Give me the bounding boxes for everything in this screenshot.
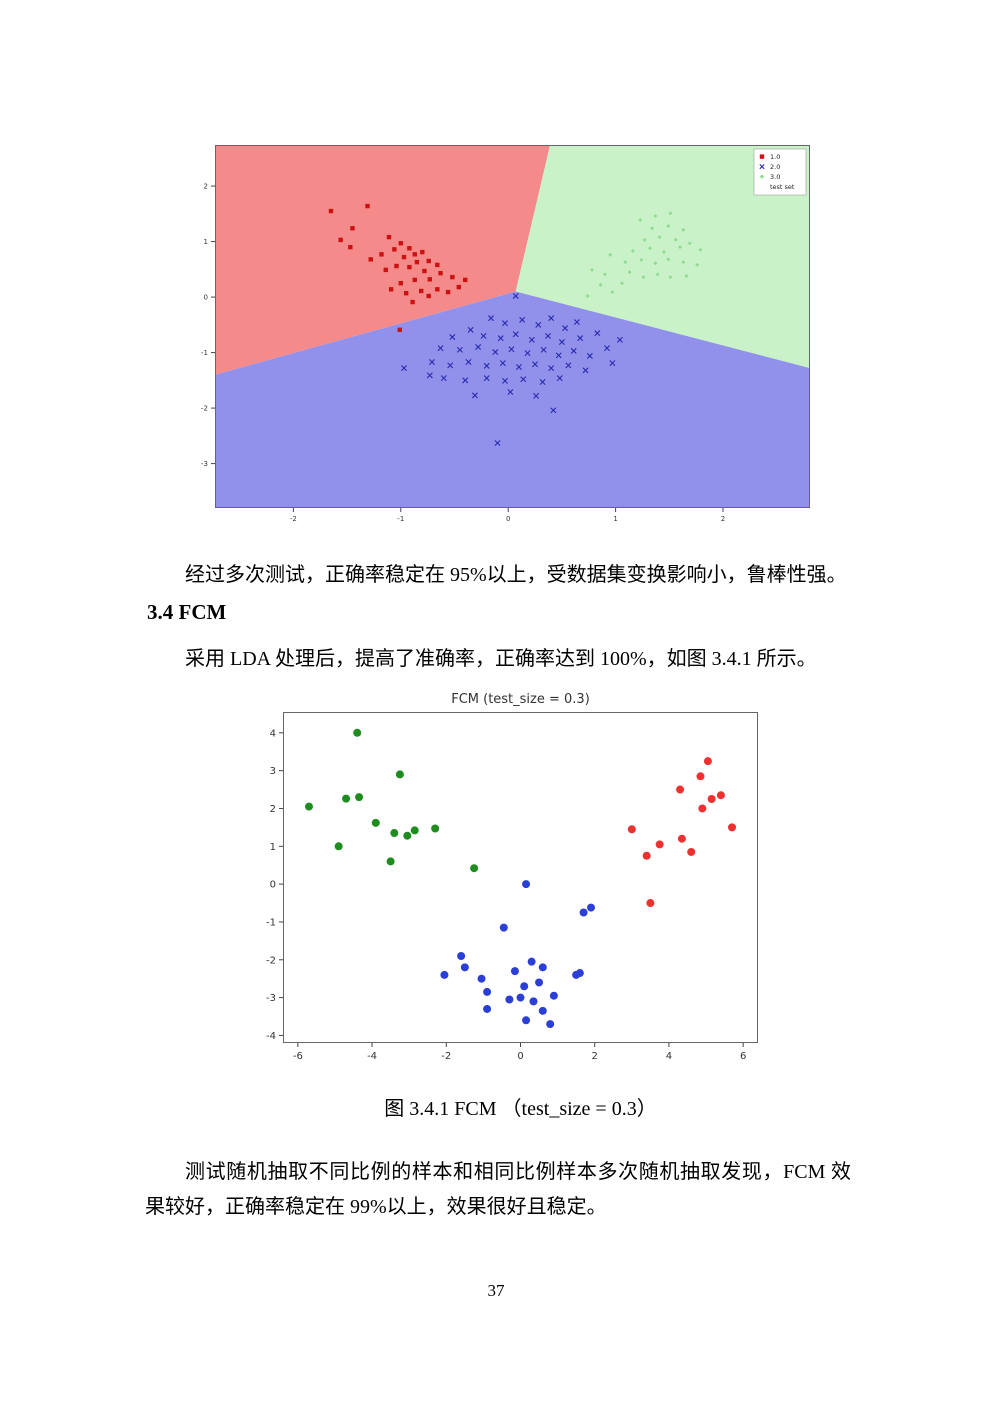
section-heading: 3.4 FCM xyxy=(147,600,227,624)
svg-text:-4: -4 xyxy=(367,1051,377,1062)
svg-text:2.0: 2.0 xyxy=(770,163,780,171)
svg-text:1.0: 1.0 xyxy=(770,153,780,161)
svg-text:3: 3 xyxy=(270,766,276,777)
svg-text:2: 2 xyxy=(592,1051,598,1062)
svg-text:FCM (test_size = 0.3): FCM (test_size = 0.3) xyxy=(451,692,590,707)
svg-text:1: 1 xyxy=(270,842,276,853)
svg-text:-1: -1 xyxy=(397,515,404,523)
svg-text:-3: -3 xyxy=(266,993,276,1004)
svg-text:-1: -1 xyxy=(266,917,276,928)
paragraph-fcm-result: 测试随机抽取不同比例的样本和相同比例样本多次随机抽取发现，FCM 效果较好，正确… xyxy=(145,1161,851,1218)
svg-text:-4: -4 xyxy=(266,1031,276,1042)
svg-text:6: 6 xyxy=(740,1051,746,1062)
svg-text:1: 1 xyxy=(204,238,208,246)
svg-text:4: 4 xyxy=(666,1051,672,1062)
figure-caption: 图 3.4.1 FCM （test_size = 0.3） xyxy=(384,1098,657,1120)
svg-text:0: 0 xyxy=(506,515,510,523)
paragraph-lda-result: 经过多次测试，正确率稳定在 95%以上，受数据集变换影响小，鲁棒性强。 xyxy=(185,564,847,586)
fcm-scatter-chart: -6 -4 -2 0 2 4 6 -4 -3 -2 -1 0 1 2 3 4 FCM (test_size = … xyxy=(266,692,758,1062)
svg-text:-2: -2 xyxy=(441,1051,451,1062)
svg-text:2: 2 xyxy=(721,515,725,523)
page-number: 37 xyxy=(487,1281,505,1300)
svg-text:4: 4 xyxy=(270,728,276,739)
svg-text:0: 0 xyxy=(270,880,276,891)
svg-text:-2: -2 xyxy=(266,955,276,966)
svg-text:3.0: 3.0 xyxy=(770,173,780,181)
svg-text:-2: -2 xyxy=(290,515,297,523)
svg-text:-2: -2 xyxy=(201,405,208,413)
svg-text:0: 0 xyxy=(517,1051,523,1062)
svg-text:2: 2 xyxy=(270,804,276,815)
svg-text:2: 2 xyxy=(204,183,208,191)
svg-text:1: 1 xyxy=(613,515,617,523)
paragraph-fcm-intro: 采用 LDA 处理后，提高了准确率，正确率达到 100%，如图 3.4.1 所示… xyxy=(185,648,817,670)
svg-text:-1: -1 xyxy=(201,349,208,357)
lda-decision-boundary-chart: -2 -1 0 1 2 -3 -2 -1 0 1 2 1.0 2.0 3.0 test set xyxy=(201,145,810,523)
svg-text:test set: test set xyxy=(770,183,795,191)
svg-text:0: 0 xyxy=(204,294,208,302)
svg-text:-3: -3 xyxy=(201,460,208,468)
svg-text:-6: -6 xyxy=(293,1051,303,1062)
